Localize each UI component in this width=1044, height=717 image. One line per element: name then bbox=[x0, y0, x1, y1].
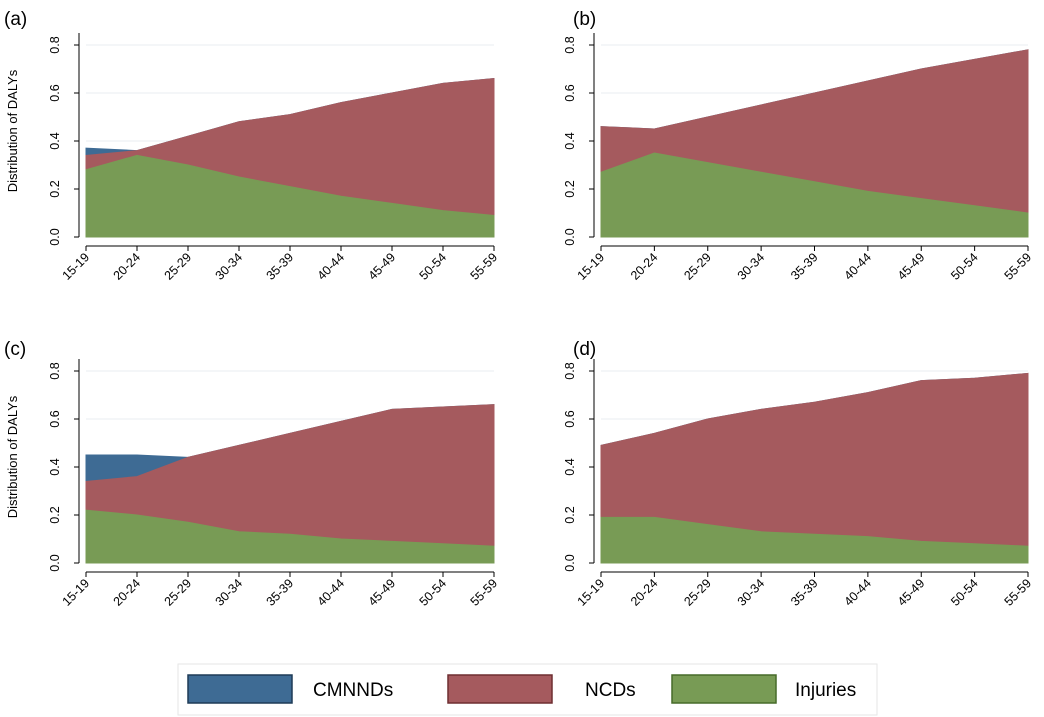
x-tick-label: 35-39 bbox=[264, 576, 297, 609]
x-tick-label: 40-44 bbox=[315, 250, 348, 283]
x-tick-label: 50-54 bbox=[948, 250, 981, 283]
legend-swatch bbox=[671, 674, 777, 704]
x-tick-label: 20-24 bbox=[628, 576, 661, 609]
chart-panel-4: (d) 0.0 0.2 0.4 0.6 0.8 15-19 20-24 25-29 30-34 35… bbox=[563, 339, 1034, 609]
x-tick-label: 55-59 bbox=[1002, 250, 1035, 283]
y-tick-label: 0.2 bbox=[563, 506, 577, 523]
legend-item-ncds: NCDs bbox=[447, 674, 636, 704]
x-tick-label: 45-49 bbox=[366, 250, 399, 283]
y-tick-label: 0.8 bbox=[48, 36, 62, 53]
legend-label: Injuries bbox=[795, 680, 856, 701]
legend-label: NCDs bbox=[585, 680, 636, 701]
chart-panels: (a) 0.0 0.2 0.4 0.6 0.8 Distribution of DALYs 1… bbox=[4, 9, 1034, 609]
legend: CMNNDs NCDs Injuries bbox=[177, 663, 878, 716]
x-tick-label: 35-39 bbox=[264, 250, 297, 283]
panel-label: (d) bbox=[573, 339, 596, 360]
legend-swatch bbox=[447, 674, 553, 704]
y-tick-label: 0.0 bbox=[48, 554, 62, 571]
area-injuries bbox=[600, 516, 1029, 564]
x-tick-label: 50-54 bbox=[948, 576, 981, 609]
x-tick-label: 40-44 bbox=[841, 250, 874, 283]
area-injuries bbox=[85, 154, 495, 238]
x-tick-label: 30-34 bbox=[735, 250, 768, 283]
chart-panel-2: (b) 0.0 0.2 0.4 0.6 0.8 15-19 20-24 25-29 30-34 35… bbox=[563, 9, 1034, 283]
x-tick-label: 25-29 bbox=[681, 250, 714, 283]
x-tick-label: 40-44 bbox=[841, 576, 874, 609]
y-tick-label: 0.4 bbox=[563, 132, 577, 149]
x-tick-label: 25-29 bbox=[681, 576, 714, 609]
x-tick-label: 35-39 bbox=[788, 576, 821, 609]
chart-panel-1: (a) 0.0 0.2 0.4 0.6 0.8 Distribution of DALYs 1… bbox=[4, 9, 500, 283]
x-tick-label: 30-34 bbox=[213, 576, 246, 609]
panel-label: (b) bbox=[573, 9, 596, 30]
y-axis-label: Distribution of DALYs bbox=[5, 69, 20, 192]
x-tick-label: 20-24 bbox=[111, 250, 144, 283]
x-tick-label: 15-19 bbox=[575, 250, 608, 283]
y-tick-label: 0.6 bbox=[48, 84, 62, 101]
y-tick-label: 0.6 bbox=[48, 410, 62, 427]
legend-label: CMNNDs bbox=[313, 680, 393, 701]
x-tick-label: 25-29 bbox=[162, 576, 195, 609]
y-tick-label: 0.8 bbox=[48, 362, 62, 379]
x-tick-label: 20-24 bbox=[628, 250, 661, 283]
x-tick-label: 40-44 bbox=[315, 576, 348, 609]
x-tick-label: 25-29 bbox=[162, 250, 195, 283]
x-tick-label: 15-19 bbox=[60, 576, 93, 609]
area-injuries bbox=[85, 509, 495, 564]
y-tick-label: 0.2 bbox=[563, 180, 577, 197]
x-tick-label: 45-49 bbox=[895, 250, 928, 283]
x-tick-label: 55-59 bbox=[468, 250, 501, 283]
x-tick-label: 50-54 bbox=[417, 576, 450, 609]
x-tick-label: 15-19 bbox=[60, 250, 93, 283]
y-tick-label: 0.6 bbox=[563, 410, 577, 427]
x-tick-label: 55-59 bbox=[468, 576, 501, 609]
x-tick-label: 20-24 bbox=[111, 576, 144, 609]
y-tick-label: 0.8 bbox=[563, 36, 577, 53]
area-ncds bbox=[600, 372, 1029, 564]
panel-label: (a) bbox=[4, 9, 27, 30]
y-tick-label: 0.0 bbox=[563, 228, 577, 245]
x-tick-label: 55-59 bbox=[1002, 576, 1035, 609]
x-tick-label: 45-49 bbox=[366, 576, 399, 609]
x-tick-label: 30-34 bbox=[213, 250, 246, 283]
legend-swatch bbox=[187, 674, 293, 704]
y-tick-label: 0.2 bbox=[48, 180, 62, 197]
x-tick-label: 45-49 bbox=[895, 576, 928, 609]
panel-label: (c) bbox=[4, 339, 26, 360]
x-tick-label: 50-54 bbox=[417, 250, 450, 283]
legend-item-cmnnds: CMNNDs bbox=[187, 674, 393, 704]
y-tick-label: 0.0 bbox=[563, 554, 577, 571]
y-tick-label: 0.0 bbox=[48, 228, 62, 245]
area-injuries bbox=[600, 152, 1029, 238]
y-tick-label: 0.8 bbox=[563, 362, 577, 379]
x-tick-label: 35-39 bbox=[788, 250, 821, 283]
y-tick-label: 0.4 bbox=[563, 458, 577, 475]
y-tick-label: 0.4 bbox=[48, 458, 62, 475]
y-axis-label: Distribution of DALYs bbox=[5, 395, 20, 518]
legend-item-injuries: Injuries bbox=[671, 674, 856, 704]
y-tick-label: 0.2 bbox=[48, 506, 62, 523]
x-tick-label: 15-19 bbox=[575, 576, 608, 609]
x-tick-label: 30-34 bbox=[735, 576, 768, 609]
chart-panel-3: (c) 0.0 0.2 0.4 0.6 0.8 Distribution of DALYs 1… bbox=[4, 339, 500, 609]
y-tick-label: 0.6 bbox=[563, 84, 577, 101]
y-tick-label: 0.4 bbox=[48, 132, 62, 149]
